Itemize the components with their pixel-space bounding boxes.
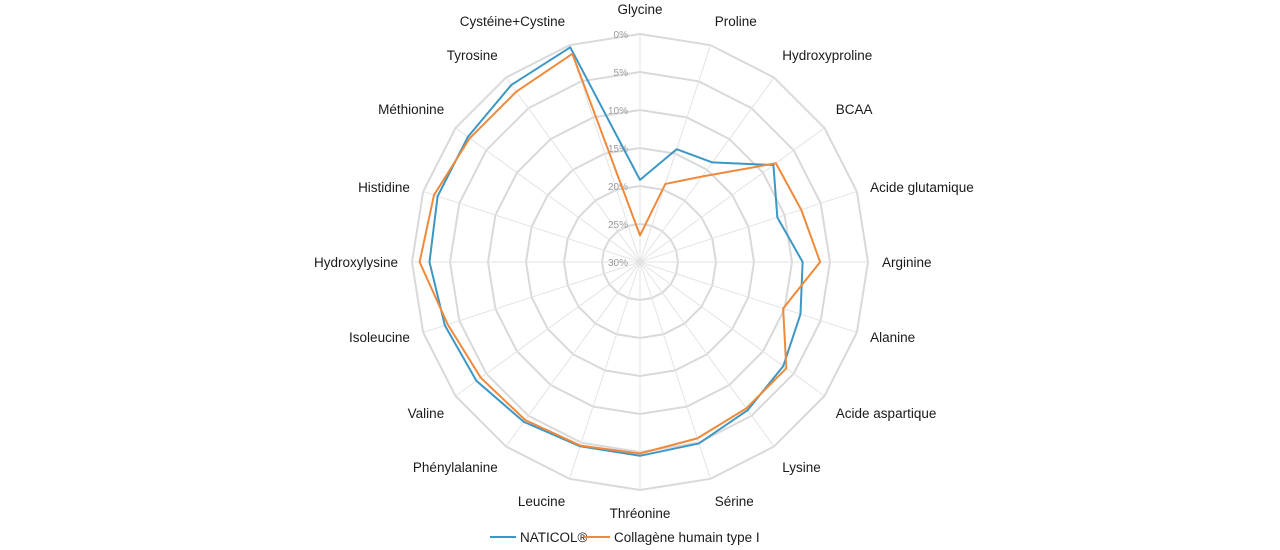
category-label-leucine: Leucine xyxy=(518,494,565,509)
category-label-phenylalanine: Phénylalanine xyxy=(413,460,498,475)
category-label-cysteine-cystine: Cystéine+Cystine xyxy=(460,14,565,29)
grid-spoke xyxy=(423,261,641,333)
grid-spoke xyxy=(639,127,825,263)
category-label-histidine: Histidine xyxy=(358,180,410,195)
grid-spoke xyxy=(505,77,641,263)
category-label-tyrosine: Tyrosine xyxy=(447,48,498,63)
category-label-proline: Proline xyxy=(715,14,757,29)
category-label-isoleucine: Isoleucine xyxy=(349,330,410,345)
legend-label-naticol: NATICOL® xyxy=(520,530,588,545)
tick-label: 15% xyxy=(608,144,628,155)
grid-spoke xyxy=(569,45,641,263)
category-label-methionine: Méthionine xyxy=(378,102,444,117)
category-label-threonine: Thréonine xyxy=(610,506,671,521)
radar-grid xyxy=(410,32,870,492)
grid-spoke xyxy=(639,77,775,263)
grid-spoke xyxy=(423,191,641,263)
series-line-collagene-humain-type-i xyxy=(418,52,822,455)
radial-tick-labels: 0% 5% 10% 15% 20% 25% 30% xyxy=(608,30,628,269)
category-label-lysine: Lysine xyxy=(782,460,821,475)
grid-spoke xyxy=(639,261,825,397)
legend: NATICOL® Collagène humain type I xyxy=(490,530,760,545)
category-label-glycine: Glycine xyxy=(617,2,662,17)
grid-spoke xyxy=(639,191,857,263)
legend-label-collagene-humain: Collagène humain type I xyxy=(614,530,760,545)
radar-series xyxy=(418,46,822,457)
grid-spoke xyxy=(639,261,857,333)
grid-spoke xyxy=(455,261,641,397)
category-labels: Glycine Proline Hydroxyproline BCAA Acide gl… xyxy=(314,2,974,521)
category-label-valine: Valine xyxy=(408,406,445,421)
category-label-hydroxyproline: Hydroxyproline xyxy=(782,48,872,63)
category-label-alanine: Alanine xyxy=(870,330,915,345)
category-label-serine: Sérine xyxy=(715,494,754,509)
grid-spoke xyxy=(569,261,641,479)
category-label-acide-aspartique: Acide aspartique xyxy=(836,406,937,421)
category-label-hydroxylysine: Hydroxylysine xyxy=(314,255,398,270)
category-label-bcaa: BCAA xyxy=(836,102,873,117)
tick-label: 10% xyxy=(608,106,628,117)
grid-spoke xyxy=(639,45,711,263)
tick-label: 0% xyxy=(614,30,629,41)
tick-label: 5% xyxy=(614,68,629,79)
tick-label: 30% xyxy=(608,258,628,269)
tick-label: 20% xyxy=(608,182,628,193)
category-label-arginine: Arginine xyxy=(882,255,932,270)
category-label-acide-glutamique: Acide glutamique xyxy=(870,180,974,195)
grid-spoke xyxy=(639,261,775,447)
grid-spoke xyxy=(455,127,641,263)
grid-spoke xyxy=(505,261,641,447)
tick-label: 25% xyxy=(608,220,628,231)
